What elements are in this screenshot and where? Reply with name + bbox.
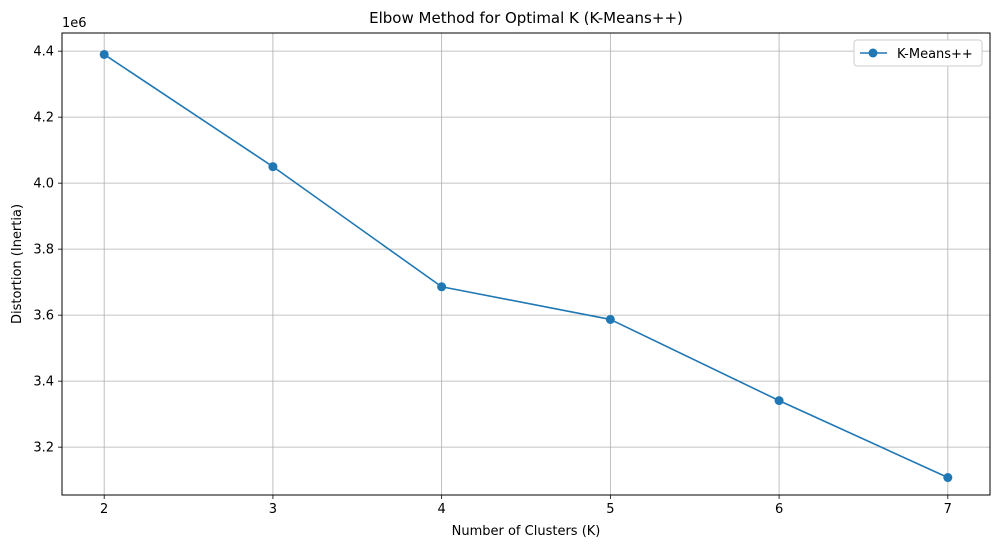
y-tick-label: 3.6 [33, 309, 54, 324]
legend-marker [868, 48, 878, 58]
y-tick-label: 4.0 [33, 177, 54, 192]
x-axis-ticks: 2 3 4 5 6 7 [100, 495, 952, 517]
y-tick-label: 4.4 [33, 45, 54, 60]
plot-frame [61, 32, 991, 496]
y-tick-label: 4.2 [33, 111, 54, 126]
y-tick-label: 3.8 [33, 243, 54, 258]
y-axis-ticks: 3.2 3.4 3.6 3.8 4.0 4.2 4.4 [33, 45, 62, 456]
y-offset-label: 1e6 [62, 16, 87, 31]
data-point [774, 396, 784, 406]
data-point [99, 49, 109, 59]
data-point [605, 314, 615, 324]
x-axis-label: Number of Clusters (K) [452, 524, 601, 539]
x-tick-label: 6 [775, 502, 783, 517]
y-axis-label: Distortion (Inertia) [10, 204, 25, 324]
x-tick-label: 4 [437, 502, 445, 517]
x-tick-label: 2 [100, 502, 108, 517]
series-layer [99, 49, 953, 483]
data-point [268, 162, 278, 172]
x-tick-label: 7 [944, 502, 952, 517]
legend: K-Means++ [853, 39, 983, 67]
data-point [437, 282, 447, 292]
chart-title: Elbow Method for Optimal K (K-Means++) [369, 9, 683, 27]
legend-label: K-Means++ [897, 47, 973, 62]
series-line [103, 53, 949, 479]
y-tick-label: 3.4 [33, 375, 54, 390]
y-tick-label: 3.2 [33, 441, 54, 456]
x-tick-label: 5 [606, 502, 614, 517]
x-tick-label: 3 [269, 502, 277, 517]
grid [62, 33, 990, 495]
data-point [943, 473, 953, 483]
legend-box [853, 39, 983, 67]
